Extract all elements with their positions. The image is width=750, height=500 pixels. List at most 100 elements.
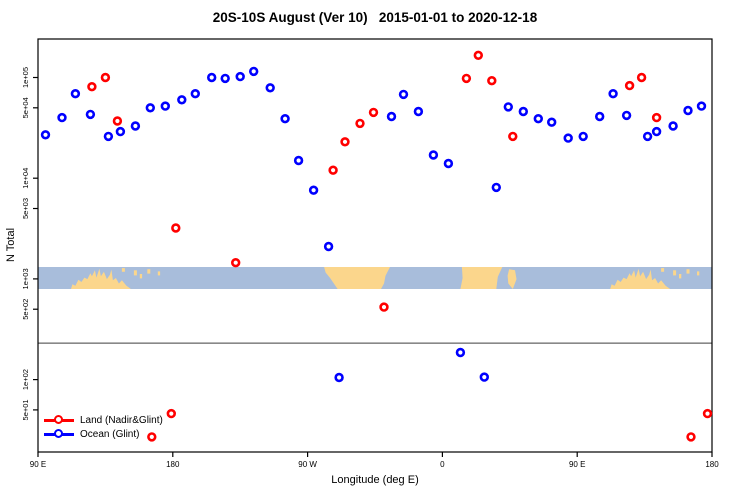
data-point-ocean bbox=[190, 88, 201, 99]
map-strip-land-madagascar bbox=[507, 269, 517, 289]
data-point-ocean bbox=[115, 126, 126, 137]
data-point-ocean bbox=[280, 113, 290, 124]
map-strip-land-south-america bbox=[324, 267, 390, 289]
map-strip-land-timor-islands bbox=[121, 268, 125, 272]
plot-border bbox=[37, 38, 713, 453]
map-strip-land-coral-sea-islands-2 bbox=[673, 270, 677, 276]
data-point-ocean bbox=[651, 126, 662, 137]
data-point-ocean bbox=[265, 83, 275, 93]
data-point-ocean bbox=[130, 121, 141, 131]
data-point-land bbox=[355, 118, 365, 129]
y-tick-label: 5e+01 bbox=[21, 399, 30, 420]
map-strip-land-australia bbox=[71, 268, 131, 289]
y-tick-label: 1e+05 bbox=[21, 67, 30, 88]
data-point-ocean bbox=[85, 109, 96, 120]
data-point-ocean bbox=[428, 150, 439, 160]
data-point-land bbox=[100, 72, 111, 83]
x-tick-label: 90 W bbox=[298, 460, 317, 469]
map-strip-land-fiji bbox=[157, 271, 161, 276]
x-tick-label: 90 E bbox=[30, 460, 46, 469]
y-tick-label: 1e+02 bbox=[21, 369, 30, 390]
data-point-land bbox=[87, 81, 97, 92]
data-point-ocean bbox=[293, 155, 304, 166]
map-strip-land-australia-2 bbox=[610, 268, 671, 289]
data-point-ocean bbox=[323, 241, 334, 252]
legend: Land (Nadir&Glint) Ocean (Glint) bbox=[44, 413, 163, 441]
x-tick-label: 180 bbox=[705, 460, 719, 469]
data-point-land bbox=[171, 223, 181, 233]
data-point-ocean bbox=[249, 66, 259, 77]
data-point-ocean bbox=[207, 72, 217, 83]
data-point-land bbox=[487, 75, 497, 86]
x-axis-title: Longitude (deg E) bbox=[331, 474, 419, 486]
data-point-land bbox=[636, 72, 647, 83]
data-point-ocean bbox=[455, 347, 466, 358]
map-strip-land-africa bbox=[460, 267, 503, 289]
y-tick-label: 1e+04 bbox=[21, 168, 30, 189]
data-point-land bbox=[651, 112, 662, 123]
data-point-land bbox=[461, 73, 472, 84]
data-point-ocean bbox=[386, 111, 397, 122]
data-point-land bbox=[508, 131, 518, 142]
legend-entry-land: Land (Nadir&Glint) bbox=[44, 413, 163, 427]
x-tick-label: 180 bbox=[166, 460, 180, 469]
map-strip-land-vanuatu bbox=[147, 269, 151, 274]
data-point-ocean bbox=[57, 112, 67, 123]
y-tick-label: 1e+03 bbox=[21, 268, 30, 289]
data-point-ocean bbox=[160, 101, 171, 111]
data-point-ocean bbox=[578, 131, 588, 142]
chart-title: 20S-10S August (Ver 10) 2015-01-01 to 20… bbox=[212, 10, 538, 25]
data-point-ocean bbox=[413, 106, 424, 117]
data-point-land bbox=[686, 432, 696, 442]
map-strip-land-vanuatu-2 bbox=[686, 269, 690, 274]
data-point-ocean bbox=[103, 131, 114, 142]
x-tick-label: 90 E bbox=[569, 460, 585, 469]
data-point-ocean bbox=[443, 158, 454, 169]
legend-label-land: Land (Nadir&Glint) bbox=[80, 414, 163, 426]
data-point-land bbox=[231, 258, 241, 268]
data-point-ocean bbox=[70, 88, 81, 99]
y-axis-title: N Total bbox=[5, 227, 17, 263]
map-strip-land-timor-islands-2 bbox=[661, 268, 665, 272]
map-strip-land-coral-sea-islands bbox=[133, 270, 137, 276]
data-point-land bbox=[147, 432, 157, 442]
data-point-ocean bbox=[479, 372, 489, 382]
data-point-ocean bbox=[177, 95, 187, 105]
data-point-land bbox=[473, 50, 483, 60]
legend-entry-ocean: Ocean (Glint) bbox=[44, 427, 163, 441]
y-tick-label: 5e+02 bbox=[21, 299, 30, 320]
data-point-land bbox=[368, 107, 379, 118]
map-strip-land-new-caledonia-2 bbox=[679, 274, 682, 279]
data-point-land bbox=[340, 137, 350, 147]
data-point-ocean bbox=[220, 73, 230, 84]
data-point-ocean bbox=[621, 110, 632, 121]
data-point-land bbox=[166, 408, 177, 419]
data-point-ocean bbox=[503, 102, 513, 112]
data-point-ocean bbox=[594, 111, 605, 122]
data-point-land bbox=[328, 165, 338, 175]
data-point-ocean bbox=[308, 185, 319, 195]
data-point-land bbox=[112, 116, 123, 126]
data-point-land bbox=[379, 302, 389, 312]
data-point-ocean bbox=[398, 89, 409, 100]
data-point-ocean bbox=[491, 182, 501, 193]
data-point-ocean bbox=[668, 121, 678, 131]
data-point-ocean bbox=[696, 101, 707, 111]
data-point-ocean bbox=[642, 131, 653, 142]
data-point-ocean bbox=[563, 133, 573, 143]
x-tick-label: 0 bbox=[440, 460, 445, 469]
data-point-land bbox=[702, 408, 713, 419]
data-point-ocean bbox=[546, 117, 557, 127]
legend-label-ocean: Ocean (Glint) bbox=[80, 428, 140, 440]
data-point-ocean bbox=[235, 71, 245, 82]
data-point-ocean bbox=[533, 113, 543, 124]
map-strip-land-fiji-2 bbox=[697, 271, 700, 276]
y-tick-label: 5e+04 bbox=[21, 97, 30, 118]
data-point-ocean bbox=[145, 103, 156, 113]
data-point-ocean bbox=[683, 105, 693, 116]
data-point-ocean bbox=[40, 130, 51, 140]
y-tick-label: 5e+03 bbox=[21, 198, 30, 219]
ocean-marker-icon bbox=[44, 429, 74, 439]
